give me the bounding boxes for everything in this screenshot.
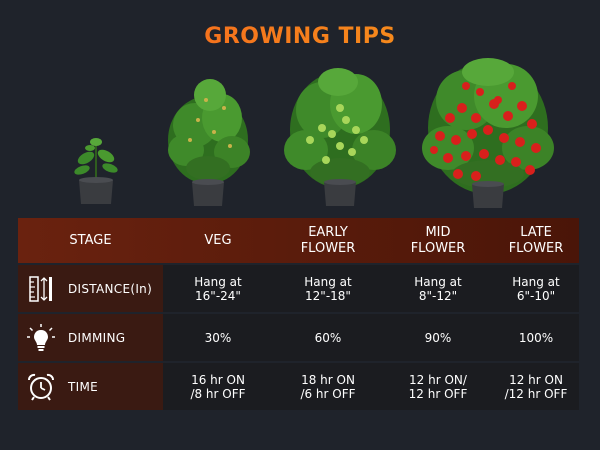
cell-value: 18 hr ON /6 hr OFF	[300, 372, 356, 401]
late-flower-plant-image	[422, 58, 554, 208]
alarm-clock-icon	[26, 372, 56, 402]
table-header: STAGE VEG EARLY FLOWER MID FLOWER LATE F…	[18, 218, 579, 263]
header-mid-flower: MID FLOWER	[410, 224, 466, 256]
cell-value: 12 hr ON /12 hr OFF	[504, 372, 568, 401]
header-early-flower: EARLY FLOWER	[300, 224, 356, 256]
cell-value: 30%	[204, 330, 232, 345]
header-late-flower: LATE FLOWER	[508, 224, 564, 256]
header-stage: STAGE	[69, 232, 112, 248]
light-bulb-icon	[26, 323, 56, 353]
cell-value: Hang at 6"-10"	[512, 274, 560, 303]
mid-flower-plant-image	[284, 68, 396, 206]
row-label-cell: DIMMING	[18, 314, 163, 361]
early-flower-plant-image	[168, 79, 250, 206]
cell-value: Hang at 16"-24"	[194, 274, 242, 303]
table-row: DIMMING 30% 60% 90% 100%	[18, 314, 579, 361]
table-row: DISTANCE(In) Hang at 16"-24" Hang at 12"…	[18, 265, 579, 312]
plant-growth-illustration	[74, 58, 554, 208]
cell-value: 16 hr ON /8 hr OFF	[190, 372, 246, 401]
veg-plant-image	[74, 138, 118, 204]
cell-value: Hang at 8"-12"	[414, 274, 462, 303]
growing-tips-table: STAGE VEG EARLY FLOWER MID FLOWER LATE F…	[18, 218, 579, 412]
row-label-cell: TIME	[18, 363, 163, 410]
row-label: DIMMING	[68, 330, 126, 345]
row-label-cell: DISTANCE(In)	[18, 265, 163, 312]
cell-value: 60%	[314, 330, 342, 345]
row-label: DISTANCE(In)	[68, 281, 153, 296]
ruler-icon	[26, 274, 56, 304]
page-title: GROWING TIPS	[0, 24, 600, 49]
cell-value: 12 hr ON/ 12 hr OFF	[408, 372, 468, 401]
cell-value: Hang at 12"-18"	[304, 274, 352, 303]
row-label: TIME	[68, 379, 99, 394]
cell-value: 100%	[518, 330, 554, 345]
header-veg: VEG	[204, 232, 232, 248]
table-row: TIME 16 hr ON /8 hr OFF 18 hr ON /6 hr O…	[18, 363, 579, 410]
cell-value: 90%	[424, 330, 452, 345]
